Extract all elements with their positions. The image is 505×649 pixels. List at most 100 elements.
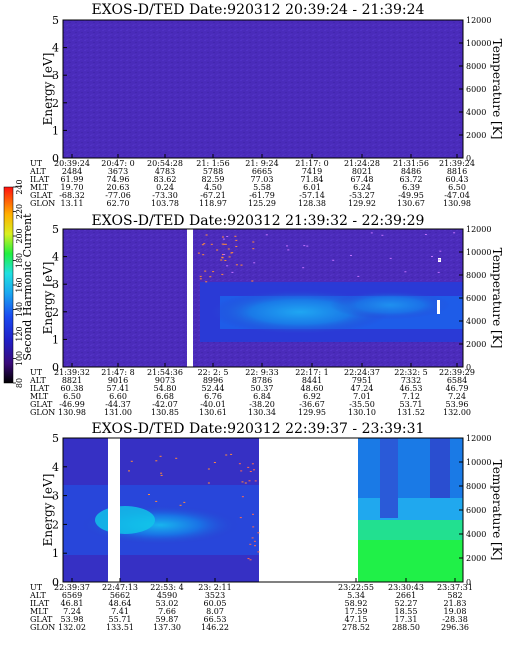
noise-speck bbox=[128, 470, 130, 472]
noise-speck bbox=[155, 460, 158, 462]
panel-2-table-cell: 22: 2: 5 bbox=[198, 368, 229, 377]
noise-speck bbox=[239, 517, 242, 519]
panel-1-row-label: GLAT bbox=[30, 191, 53, 200]
panel-2-table-cell: 21:47: 8 bbox=[101, 368, 134, 377]
noise-speck bbox=[253, 540, 256, 542]
panel-1-title: EXOS-D/TED Date:920312 20:39:24 - 21:39:… bbox=[92, 2, 425, 18]
panel-1-table-cell: 103.78 bbox=[151, 199, 179, 208]
panel-2-ytick-label: 2 bbox=[52, 306, 59, 319]
panel-2-table-cell: 130.85 bbox=[151, 408, 179, 417]
panel-3-table-cell: 137.30 bbox=[153, 623, 181, 632]
panel-1-table-cell: 71.84 bbox=[301, 175, 324, 184]
panel-1-table-cell: -77.06 bbox=[105, 191, 131, 200]
noise-speck bbox=[439, 250, 442, 252]
panel-1-table-cell: -53.27 bbox=[349, 191, 375, 200]
panel-3-ytick-label: 5 bbox=[52, 432, 59, 445]
noise-speck bbox=[130, 460, 133, 462]
panel-2-table-cell: 131.00 bbox=[104, 408, 132, 417]
panel-3-table-cell: 59.87 bbox=[156, 615, 179, 624]
panel-3-table-cell: 5662 bbox=[110, 591, 130, 600]
panel-3-table-cell: 133.51 bbox=[106, 623, 134, 632]
noise-speck bbox=[183, 501, 186, 503]
panel-2-right-axis-label: Temperature [K] bbox=[490, 248, 504, 349]
panel-2-right-tick-label: 2000 bbox=[466, 340, 486, 349]
noise-speck bbox=[253, 469, 255, 471]
panel-2-ytick-label: 5 bbox=[52, 223, 59, 236]
noise-speck bbox=[202, 254, 205, 256]
panel-1-table-cell: 6665 bbox=[252, 167, 272, 176]
noise-speck bbox=[231, 252, 234, 254]
colorbar-label: Second Harmonic Current bbox=[21, 213, 34, 361]
panel-3-right-axis-label: Temperature [K] bbox=[490, 460, 504, 561]
panel-2-table-cell: 6.84 bbox=[253, 392, 271, 401]
noise-speck bbox=[213, 462, 216, 463]
panel-2-right-tick-label: 0 bbox=[466, 363, 471, 372]
panel-1-right-tick-label: 12000 bbox=[466, 16, 491, 25]
panel-2-table-cell: 6.60 bbox=[109, 392, 127, 401]
panel-2-table-cell: -46.99 bbox=[59, 400, 85, 409]
panel-3-table-cell: 22:47:13 bbox=[102, 583, 138, 592]
noise-speck bbox=[234, 235, 237, 237]
panel-2-table-cell: 22:32: 5 bbox=[394, 368, 427, 377]
panel-1-table-cell: -49.95 bbox=[398, 191, 424, 200]
noise-speck bbox=[230, 453, 233, 455]
panel-3-table-cell: 53.98 bbox=[61, 615, 84, 624]
noise-speck bbox=[381, 234, 384, 236]
noise-speck bbox=[155, 500, 158, 502]
panel-1-ytick-label: 2 bbox=[52, 97, 59, 110]
noise-speck bbox=[197, 252, 200, 254]
panel-1-table-cell: 130.98 bbox=[443, 199, 471, 208]
panel-1-table-cell: 6.50 bbox=[448, 183, 466, 192]
noise-speck bbox=[249, 471, 252, 472]
panel-3-right-tick-label: 6000 bbox=[466, 506, 486, 515]
panel-3-table-cell: 46.81 bbox=[61, 599, 84, 608]
noise-speck bbox=[227, 248, 230, 250]
noise-speck bbox=[453, 232, 456, 234]
panel-3-table-cell: 23:22:55 bbox=[338, 583, 374, 592]
panel-1-table-cell: 21:24:28 bbox=[344, 159, 380, 168]
panel-3-table-cell: 288.50 bbox=[392, 623, 420, 632]
panel-2-table-cell: 8441 bbox=[302, 376, 322, 385]
noise-speck bbox=[251, 463, 254, 465]
panel-1-table-cell: 6.39 bbox=[402, 183, 420, 192]
panel-1-table-cell: 6.01 bbox=[303, 183, 321, 192]
panel-2-data-gap bbox=[187, 229, 193, 367]
panel-3-table-cell: 7.41 bbox=[111, 607, 129, 616]
panel-1-table-cell: 8816 bbox=[447, 167, 467, 176]
noise-speck bbox=[223, 243, 226, 245]
panel-1-table-cell: 118.97 bbox=[199, 199, 227, 208]
panel-2-ytick-label: 4 bbox=[52, 251, 59, 264]
panel-2-table-cell: 131.52 bbox=[397, 408, 425, 417]
panel-1-table-cell: 21:17: 0 bbox=[295, 159, 328, 168]
noise-speck bbox=[251, 280, 254, 282]
panel-2-table-cell: -42.07 bbox=[152, 400, 178, 409]
colorbar-tick-label: 220 bbox=[15, 204, 24, 219]
panel-2-table-cell: 8996 bbox=[203, 376, 223, 385]
panel-1-table-cell: -47.04 bbox=[444, 191, 470, 200]
panel-1-table-cell: 21: 1:56 bbox=[196, 159, 229, 168]
noise-speck bbox=[223, 254, 226, 255]
panel-1-table-cell: 5.58 bbox=[253, 183, 271, 192]
noise-speck bbox=[437, 271, 440, 273]
noise-speck bbox=[210, 243, 213, 245]
noise-speck bbox=[199, 275, 202, 277]
panel-2-table-cell: 46.79 bbox=[446, 384, 469, 393]
panel-3-table-cell: 17.31 bbox=[395, 615, 418, 624]
panel-3-table-cell: 48.64 bbox=[109, 599, 132, 608]
panel-1-table-cell: 20:54:28 bbox=[147, 159, 183, 168]
colorbar-tick-label: 80 bbox=[15, 378, 24, 388]
panel-1-table-cell: 13.11 bbox=[61, 199, 84, 208]
panel-3-ytick-label: 4 bbox=[52, 461, 59, 474]
noise-speck bbox=[225, 454, 228, 456]
panel-3-table-cell: 5.34 bbox=[347, 591, 365, 600]
panel-1-row-label: UT bbox=[30, 159, 43, 168]
panel-2-table-cell: 60.38 bbox=[61, 384, 84, 393]
panel-1-table-cell: 61.99 bbox=[61, 175, 84, 184]
panel-2: EXOS-D/TED Date:920312 21:39:32 - 22:39:… bbox=[29, 213, 504, 417]
panel-2-table-cell: 8786 bbox=[252, 376, 272, 385]
noise-speck bbox=[224, 260, 227, 261]
noise-speck bbox=[221, 273, 224, 275]
panel-3-table-cell: 22:53: 4 bbox=[150, 583, 183, 592]
panel-2-title: EXOS-D/TED Date:920312 21:39:32 - 22:39:… bbox=[92, 213, 425, 229]
panel-2-table-cell: 21:54:36 bbox=[147, 368, 183, 377]
